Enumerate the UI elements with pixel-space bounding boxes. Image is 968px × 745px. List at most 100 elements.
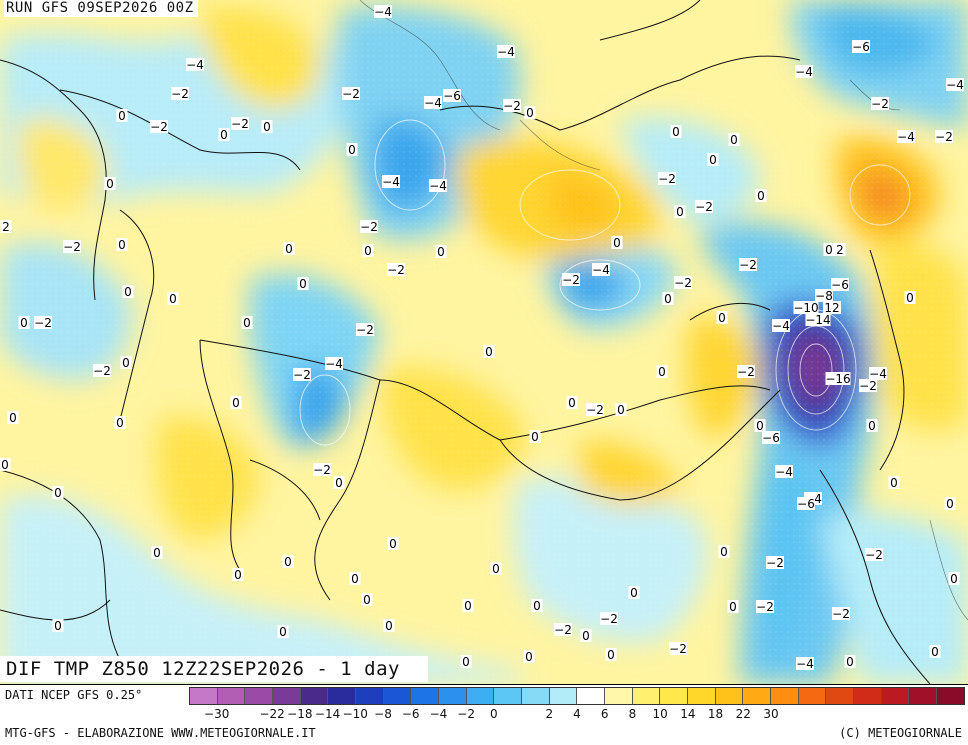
contour-label: 2 xyxy=(2,220,10,234)
legend-swatch xyxy=(439,688,467,704)
contour-label: 0 xyxy=(720,545,728,559)
contour-label: 0 xyxy=(846,655,854,669)
contour-label-bg xyxy=(762,431,780,444)
contour-label-bg xyxy=(727,600,739,613)
legend-swatch xyxy=(273,688,301,704)
legend-tick-label: 30 xyxy=(763,707,779,721)
contour-label: 0 xyxy=(118,109,126,123)
contour-label-bg xyxy=(120,356,132,369)
contour-label-bg xyxy=(63,240,81,253)
contour-label: 0 xyxy=(868,419,876,433)
contour-label-bg xyxy=(186,58,204,71)
contour-label-bg xyxy=(935,130,953,143)
contour-label-bg xyxy=(865,548,883,561)
contour-label-bg xyxy=(772,319,790,332)
contour-label: 0 xyxy=(106,177,114,191)
contour-label-bg xyxy=(844,655,856,668)
legend-tick-label: −8 xyxy=(374,707,392,721)
source-label: DATI NCEP GFS 0.25° xyxy=(5,688,143,702)
contour-label: −6 xyxy=(797,497,815,511)
contour-label: 0 xyxy=(234,568,242,582)
contour-label-bg xyxy=(656,365,668,378)
contour-label: 0 xyxy=(9,411,17,425)
legend-swatch xyxy=(909,688,938,704)
contour-label: −2 xyxy=(737,365,755,379)
contour-label-bg xyxy=(529,430,541,443)
legend-swatch xyxy=(383,688,412,704)
legend-tick-label: −6 xyxy=(401,707,420,721)
contour-label: −2 xyxy=(871,97,889,111)
contour-label-bg xyxy=(18,316,30,329)
contour-label-bg xyxy=(795,65,813,78)
contour-label: −16 xyxy=(825,372,850,386)
contour-label: 0 xyxy=(757,189,765,203)
contour-label: 0 xyxy=(299,277,307,291)
contour-label-bg xyxy=(424,96,442,109)
contour-label: −4 xyxy=(772,319,790,333)
legend-tick-label: −14 xyxy=(314,707,341,721)
contour-label-bg xyxy=(116,238,128,251)
contour-label: −2 xyxy=(859,379,877,393)
contour-label: −2 xyxy=(865,548,883,562)
legend-swatch xyxy=(522,688,550,704)
contour-label: −10 xyxy=(793,301,818,315)
legend-tick-label: 2 xyxy=(545,707,554,721)
contour-label: 0 xyxy=(617,403,625,417)
contour-label: −2 xyxy=(586,403,604,417)
contour-label-bg xyxy=(718,545,730,558)
legend-tick-label: −2 xyxy=(457,707,475,721)
contour-label-bg xyxy=(150,120,168,133)
contour-label-bg xyxy=(7,411,19,424)
contour-label-bg xyxy=(825,372,851,385)
credits-right: (C) METEOGIORNALE xyxy=(839,726,962,740)
legend-tick-label: 10 xyxy=(652,707,668,721)
legend-swatch xyxy=(937,688,964,704)
contour-label-bg xyxy=(283,242,295,255)
legend-swatch xyxy=(217,688,246,704)
contour-label-bg xyxy=(796,657,814,670)
contour-label-bg xyxy=(277,625,289,638)
contour-label: −2 xyxy=(313,463,331,477)
contour-label-bg xyxy=(670,125,682,138)
legend-tick-label: −10 xyxy=(342,707,368,721)
contour-label: 0 xyxy=(153,546,161,560)
map-canvas: −4−4 −6−4 −4−4−2 −2−4 −6−2 0−20−2 −200 00 −4 −200… xyxy=(0,0,968,684)
contour-label-bg xyxy=(531,599,543,612)
contour-label: 0 xyxy=(672,125,680,139)
contour-label-bg xyxy=(325,357,343,370)
contour-label: 0 xyxy=(348,143,356,157)
contour-label-bg xyxy=(695,200,713,213)
contour-label-bg xyxy=(293,368,311,381)
contour-label-bg xyxy=(658,172,676,185)
contour-label: 0 xyxy=(54,619,62,633)
contour-label-bg xyxy=(151,546,163,559)
contour-label-bg xyxy=(361,593,373,606)
contour-label-bg xyxy=(815,289,833,302)
contour-label: −6 xyxy=(831,278,849,292)
product-label: DIF TMP Z850 12Z22SEP2026 - 1 day xyxy=(0,656,428,682)
run-label: RUN GFS 09SEP2026 00Z xyxy=(4,0,198,17)
contour-label: 0 xyxy=(464,599,472,613)
contour-label-bg xyxy=(852,40,870,53)
contour-label-bg xyxy=(797,497,815,510)
contour-label-bg xyxy=(435,245,447,258)
contour-label: 0 xyxy=(385,619,393,633)
contour-label: 0 xyxy=(462,655,470,669)
contour-label-bg xyxy=(707,153,719,166)
contour-label-bg xyxy=(834,243,846,256)
contour-label-bg xyxy=(611,236,623,249)
contour-label-bg xyxy=(282,555,294,568)
contour-label: 0 xyxy=(890,476,898,490)
legend-tick-label: −4 xyxy=(429,707,448,721)
contour-label: 0 xyxy=(568,396,576,410)
contour-label: 0 xyxy=(525,650,533,664)
legend-tick-label: 22 xyxy=(735,707,751,721)
contour-label-bg xyxy=(333,476,345,489)
legend-swatch xyxy=(715,688,744,704)
contour-label-bg xyxy=(948,572,960,585)
legend-swatch xyxy=(328,688,357,704)
legend-swatch xyxy=(798,688,827,704)
contour-label-bg xyxy=(356,323,374,336)
contour-label-bg xyxy=(261,120,273,133)
legend-swatch xyxy=(771,688,799,704)
